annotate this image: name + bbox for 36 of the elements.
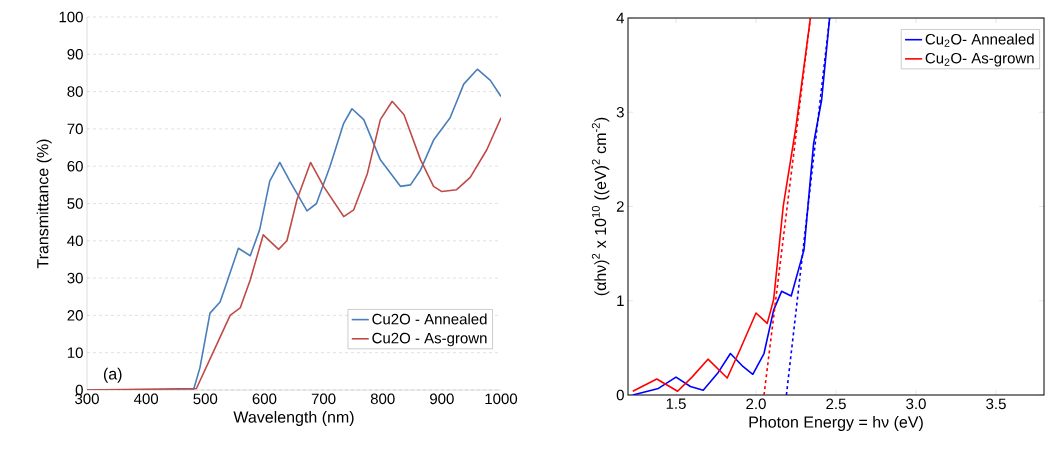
legend-label: Cu2O - Annealed [372,313,487,325]
x-axis-title: Wavelength (nm) [233,411,354,426]
x-tick-label: 1000 [485,393,518,405]
x-tick-label: 400 [133,393,159,405]
y-tick-label: 40 [67,235,83,247]
y-tick-label: 20 [67,310,83,321]
x-tick-label: 800 [370,393,395,405]
legend-label: Cu$_{2}$O- Annealed [925,33,1034,47]
y-axis-title: Transmittance (%) [36,139,52,269]
x-tick-label: 2.0 [746,398,766,410]
x-tick-label: 900 [430,393,454,405]
y-tick-label: 60 [67,160,83,172]
y-tick-label: 10 [67,347,83,358]
legend-label: Cu2O - As-grown [372,332,487,347]
y-tick-label: 50 [67,198,83,209]
annotation: (a) [103,367,122,383]
y-tick-label: 0 [616,389,624,401]
y-tick-label: 1 [617,295,624,306]
x-tick-label: 2.5 [826,398,846,410]
y-tick-label: 90 [67,48,83,60]
y-tick-label: 80 [67,86,83,97]
y-tick-label: 70 [67,123,83,135]
y-tick-label: 3 [616,106,624,118]
x-tick-label: 3.5 [986,398,1006,410]
x-tick-label: 700 [311,393,336,405]
x-tick-label: 600 [252,393,277,405]
text: (αhν)$^{2}$ x 10$^{10}$ ((eV)$^{2}$ cm$^{-2}$) [591,117,610,296]
y-tick-label: 4 [616,12,625,24]
x-tick-label: 1.5 [666,398,686,409]
x-tick-label: 500 [193,393,218,405]
y-tick-label: 100 [59,11,83,23]
y-tick-label: 30 [67,272,83,284]
x-tick-label: 3.0 [906,398,926,410]
y-tick-label: 2 [616,201,624,212]
x-axis-title: Photon Energy = hν (eV) [749,416,923,431]
legend-label: Cu$_{2}$O- As-grown [925,52,1034,67]
